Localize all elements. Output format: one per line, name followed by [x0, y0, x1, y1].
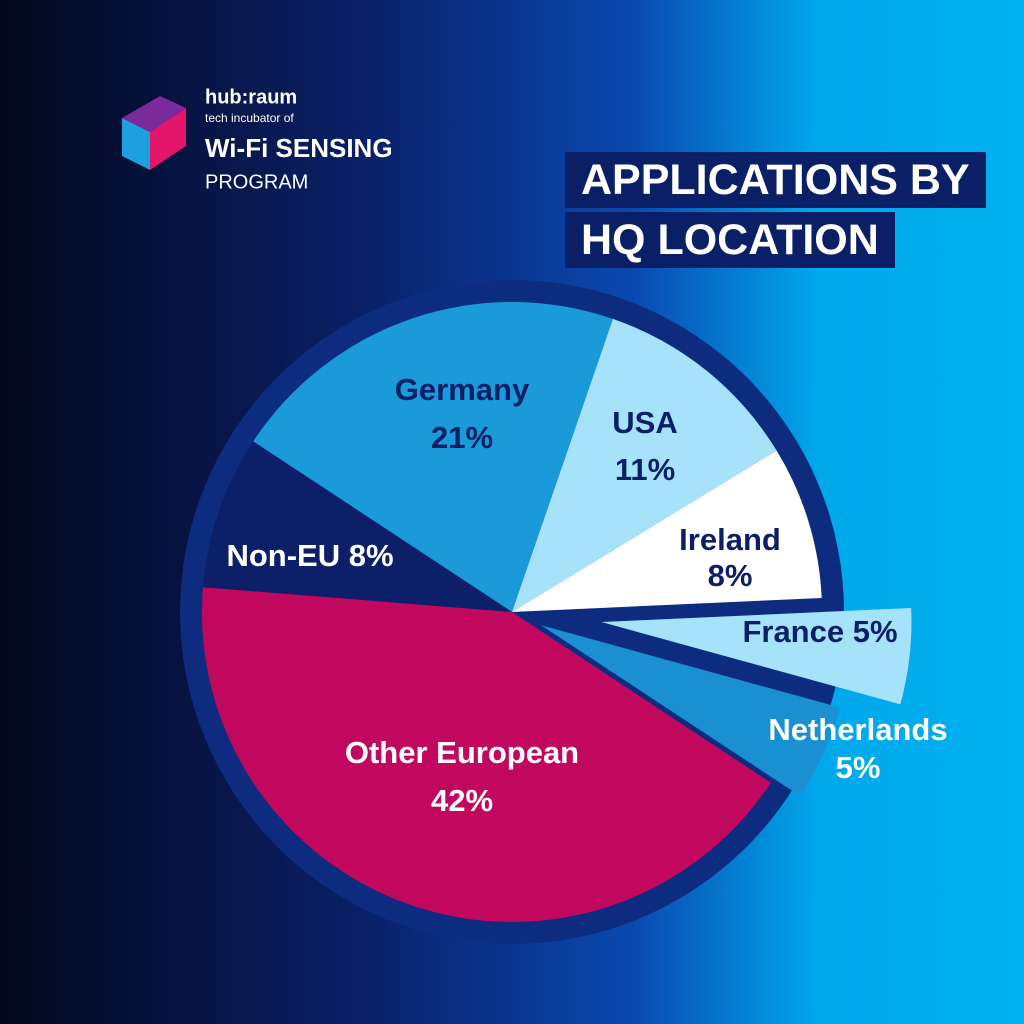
value-label: 21% [431, 420, 493, 455]
category-name: France [742, 614, 844, 649]
category-name: Ireland [679, 522, 781, 557]
pie-slice [512, 450, 822, 612]
chart-title: APPLICATIONS BY HQ LOCATION [565, 150, 995, 270]
value-label: 8% [708, 558, 753, 593]
value-label: 5% [853, 614, 898, 649]
category-name: Germany [395, 372, 530, 407]
program-sub: PROGRAM [205, 171, 308, 193]
value-label: 42% [431, 783, 493, 818]
value-label: 5% [836, 750, 881, 785]
category-name: Non-EU [226, 538, 340, 573]
brand-tagline: tech incubator of [205, 111, 294, 125]
slice-label: France 5% [742, 614, 897, 649]
pie-slice [201, 587, 771, 922]
value-label: 8% [349, 538, 394, 573]
category-name: USA [612, 405, 677, 440]
title-text: APPLICATIONS BY HQ LOCATION [565, 152, 986, 268]
category-name: Other European [345, 735, 579, 770]
program-name: Wi-Fi SENSING [205, 133, 393, 163]
category-name: Netherlands [768, 712, 947, 747]
pie-slice [541, 625, 841, 796]
pie-slice [601, 607, 912, 705]
slice-label: Non-EU 8% [226, 538, 393, 573]
brand-name: hub:raum [205, 86, 297, 108]
pie-slice [512, 318, 777, 612]
pie-slice [202, 441, 513, 612]
value-label: 11% [615, 452, 675, 487]
logo [122, 96, 186, 170]
pie-slice [253, 301, 613, 612]
